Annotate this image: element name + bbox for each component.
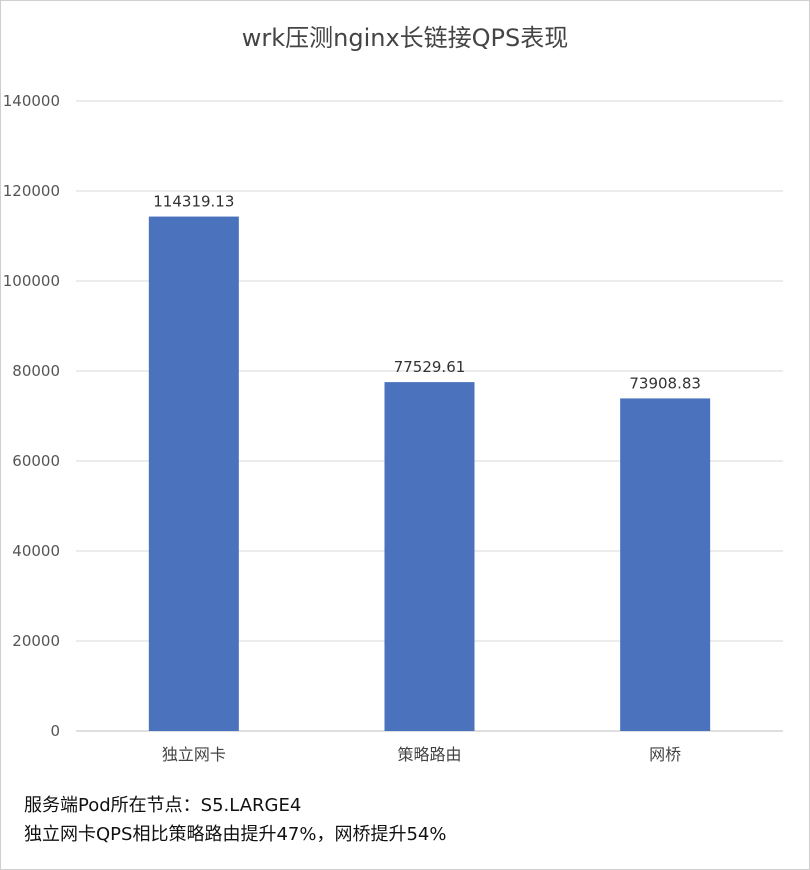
data-label: 77529.61 — [394, 358, 466, 376]
y-tick-label: 20000 — [12, 632, 60, 650]
bar — [620, 398, 711, 731]
y-tick-label: 80000 — [12, 362, 60, 380]
bars — [148, 216, 711, 732]
x-axis-ticks: 独立网卡 策略路由 网桥 — [162, 745, 681, 764]
chart-title: wrk压测nginx长链接QPS表现 — [241, 24, 569, 52]
note-server-node: 服务端Pod所在节点：S5.LARGE4 — [24, 795, 302, 816]
bar — [384, 382, 475, 731]
note-qps-comparison: 独立网卡QPS相比策略路由提升47%，网桥提升54% — [24, 824, 447, 845]
data-label: 73908.83 — [629, 374, 701, 392]
data-labels: 114319.13 77529.61 73908.83 — [153, 193, 701, 393]
x-tick-label: 网桥 — [649, 745, 681, 764]
y-tick-label: 100000 — [3, 272, 60, 290]
y-tick-label: 140000 — [3, 92, 60, 110]
x-tick-label: 策略路由 — [397, 745, 461, 764]
data-label: 114319.13 — [153, 193, 234, 211]
y-tick-label: 0 — [50, 722, 60, 740]
x-tick-label: 独立网卡 — [162, 745, 226, 764]
bar — [148, 216, 239, 732]
y-tick-label: 40000 — [12, 542, 60, 560]
y-axis-ticks: 0 20000 40000 60000 80000 100000 120000 140000 — [3, 92, 60, 740]
y-tick-label: 120000 — [3, 182, 60, 200]
y-tick-label: 60000 — [12, 452, 60, 470]
